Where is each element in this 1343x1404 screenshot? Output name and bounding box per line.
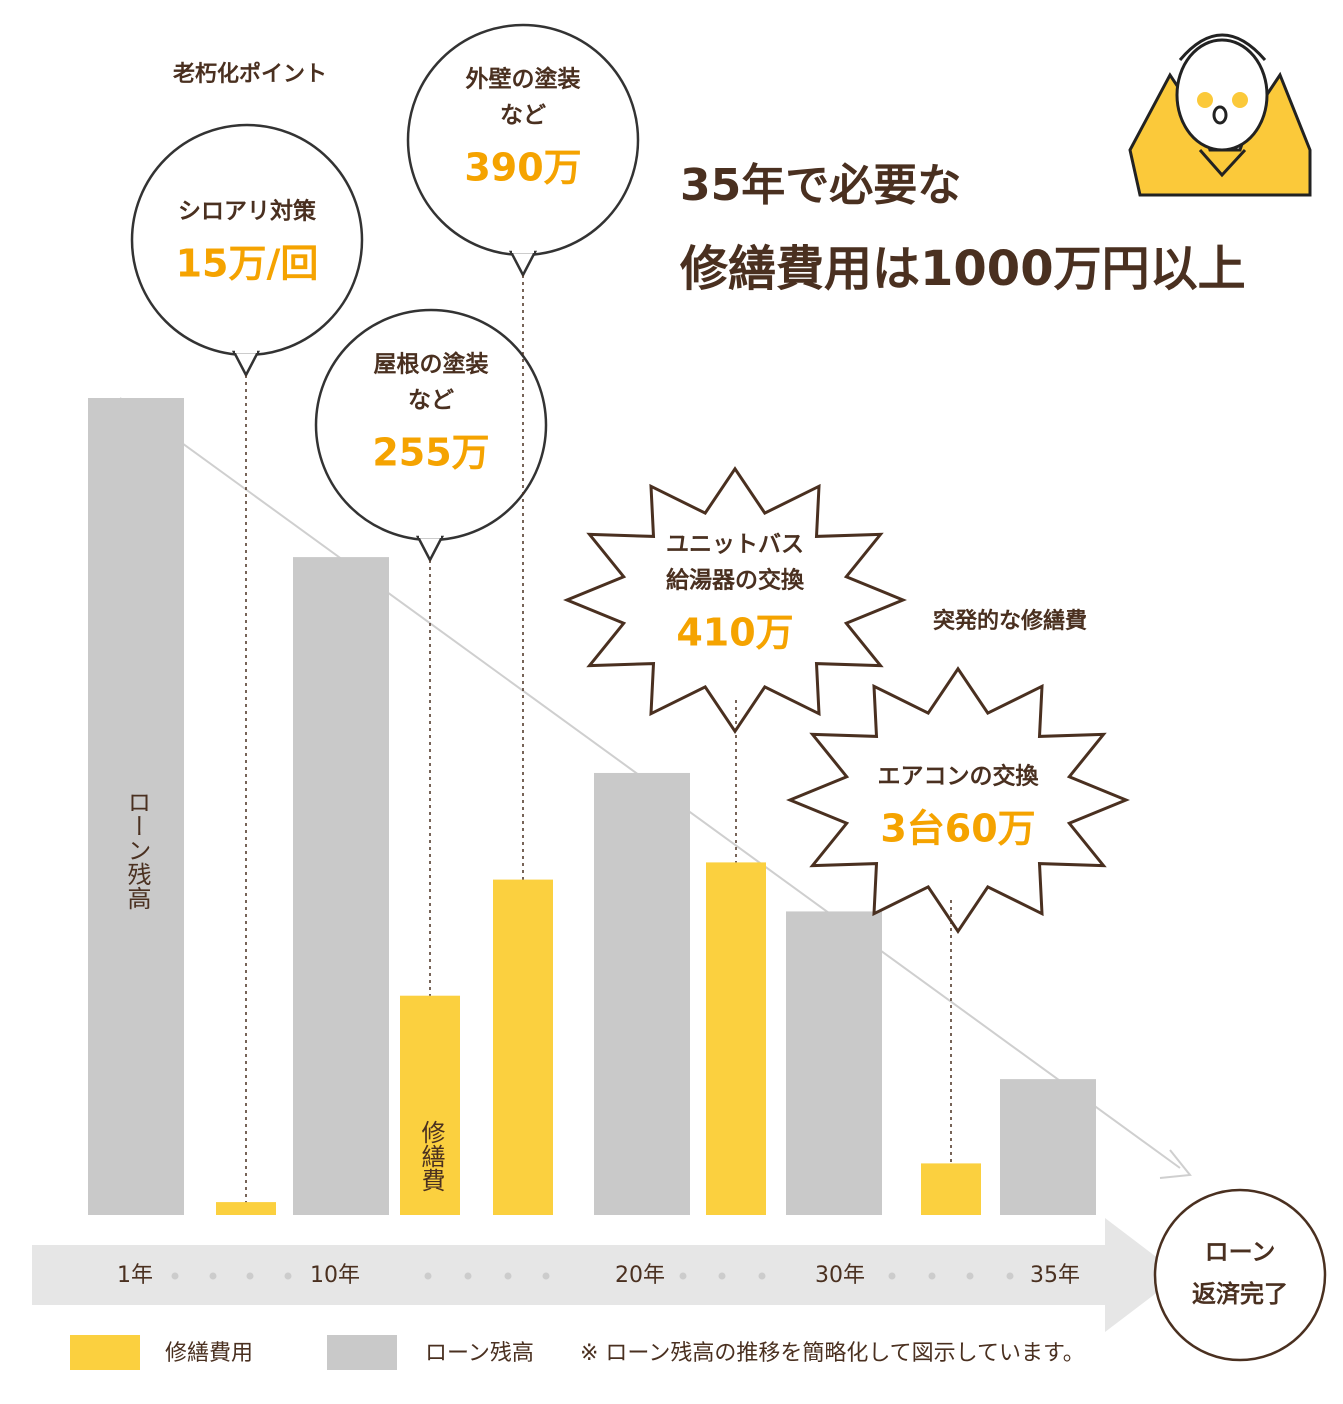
x-tick-label: 10年	[310, 1263, 360, 1288]
value-label: 3台60万	[880, 807, 1035, 851]
timeline-dot	[966, 1272, 974, 1280]
speech-bubble	[130, 123, 364, 357]
timeline-dot	[718, 1272, 726, 1280]
loan-bar	[594, 772, 690, 1215]
timeline-dot	[424, 1272, 432, 1280]
repair-bar	[216, 1202, 276, 1215]
trend-arrowhead	[1159, 1149, 1192, 1179]
chart-title: 修繕費用は1000万円以上	[680, 241, 1246, 297]
timeline-arrow	[32, 1218, 1180, 1332]
timeline-dot	[171, 1272, 179, 1280]
bubble-text: エアコンの交換	[878, 763, 1040, 790]
timeline-dot	[246, 1272, 254, 1280]
x-tick-label: 35年	[1030, 1263, 1080, 1288]
bar-label: ローン残高	[123, 790, 151, 910]
loan-bar	[786, 911, 882, 1215]
loan-bar	[88, 398, 184, 1215]
bubble-text: など	[408, 388, 454, 414]
speech-bubble	[314, 308, 548, 542]
bubble-text: 外壁の塗装	[466, 66, 581, 93]
loan-bar	[293, 557, 389, 1215]
repair-bar	[921, 1163, 981, 1215]
timeline-dot	[1006, 1272, 1014, 1280]
bar-label: 修繕費	[417, 1120, 445, 1192]
chart-title: 35年で必要な	[680, 160, 961, 211]
bubble-text: シロアリ対策	[178, 198, 317, 225]
repair-bar	[706, 862, 766, 1215]
timeline-dot	[679, 1272, 687, 1280]
value-label: 255万	[372, 431, 489, 475]
end-label: ローン	[1205, 1238, 1276, 1266]
timeline-dot	[464, 1272, 472, 1280]
repair-bar	[493, 879, 553, 1215]
x-tick-label: 20年	[615, 1263, 665, 1288]
value-label: 15万/回	[176, 242, 319, 286]
x-tick-label: 30年	[815, 1263, 865, 1288]
value-label: 410万	[676, 611, 793, 655]
loan-bar	[1000, 1079, 1096, 1215]
person-illustration	[1128, 33, 1312, 197]
timeline-dot	[504, 1272, 512, 1280]
value-label: 390万	[464, 146, 581, 190]
bubble-text: など	[500, 103, 546, 129]
repair-bar	[400, 995, 460, 1215]
bubble-text: 屋根の塗装	[374, 351, 489, 378]
bubble-tail	[415, 535, 445, 563]
timeline-dot	[284, 1272, 292, 1280]
timeline-dot	[758, 1272, 766, 1280]
legend-label: ローン残高	[425, 1341, 534, 1366]
bubble-text: 給湯器の交換	[666, 567, 805, 594]
timeline-dot	[209, 1272, 217, 1280]
bubble-tail	[231, 350, 261, 378]
note: ※ ローン残高の推移を簡略化して図示しています。	[580, 1341, 1085, 1366]
timeline-dot	[542, 1272, 550, 1280]
timeline-dot	[888, 1272, 896, 1280]
legend-label: 修繕費用	[165, 1341, 253, 1366]
burst-bubble	[786, 666, 1130, 934]
annotation: 老朽化ポイント	[172, 61, 327, 87]
legend-swatch	[327, 1335, 397, 1370]
bubble-text: ユニットバス	[666, 532, 804, 558]
speech-bubble	[406, 23, 640, 257]
x-tick-label: 1年	[117, 1263, 153, 1288]
end-label: 返済完了	[1192, 1280, 1288, 1308]
bubble-tail	[508, 250, 538, 278]
timeline-dot	[928, 1272, 936, 1280]
end-circle	[1153, 1188, 1327, 1362]
legend-swatch	[70, 1335, 140, 1370]
burst-bubble	[563, 466, 907, 734]
annotation: 突発的な修繕費	[933, 608, 1087, 634]
